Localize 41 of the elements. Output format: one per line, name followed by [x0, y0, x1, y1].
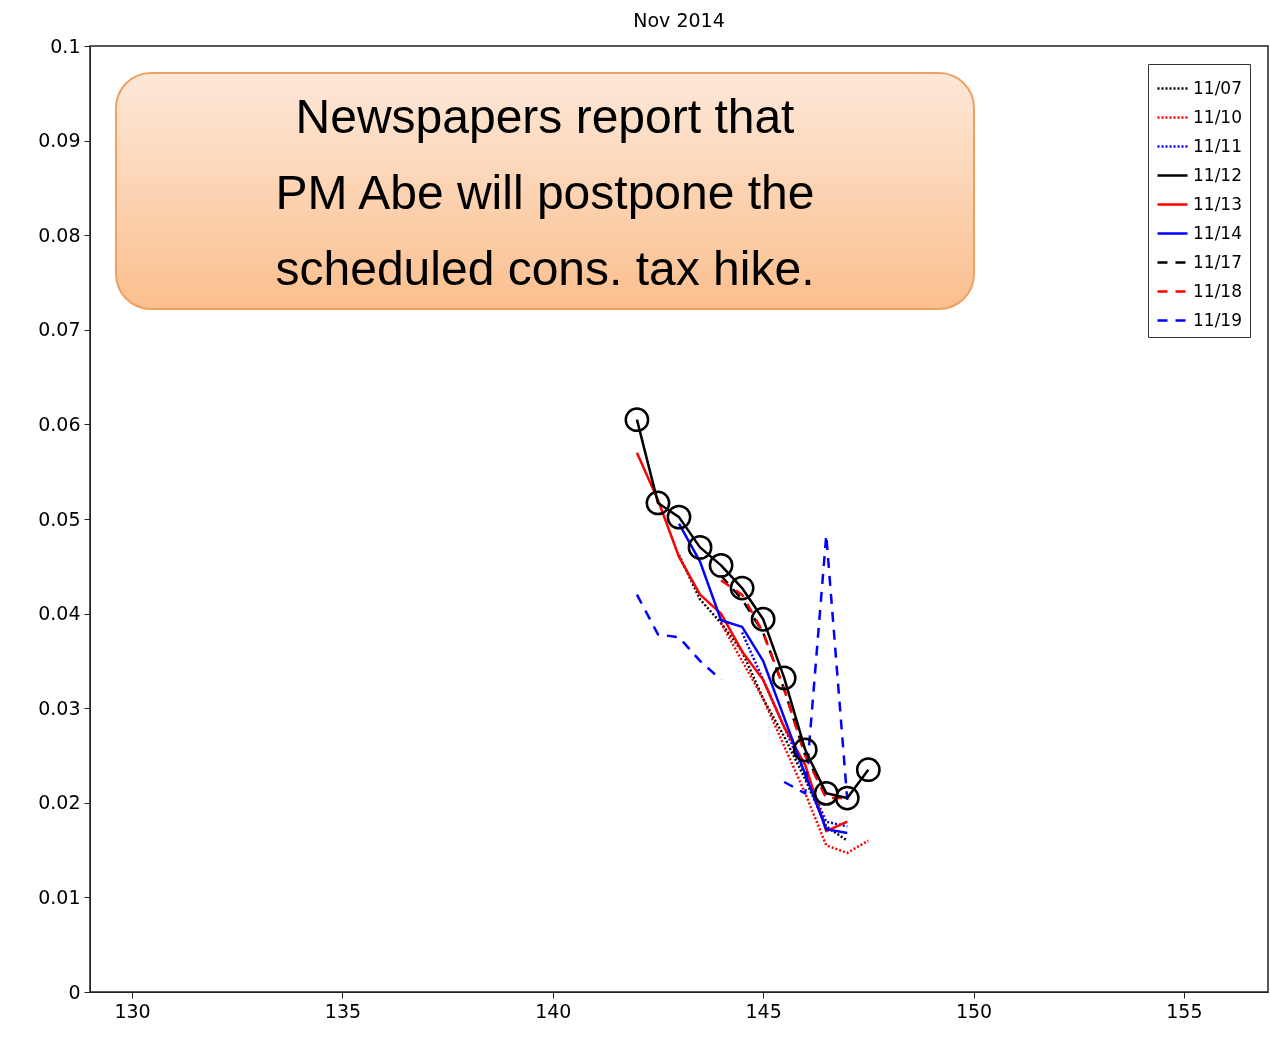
legend-label: 11/14: [1193, 222, 1242, 243]
y-tick-label: 0.04: [38, 602, 81, 625]
legend-label: 11/18: [1193, 280, 1242, 301]
y-tick-label: 0.08: [38, 223, 81, 246]
line-series: [719, 621, 870, 855]
x-tick-label: 155: [1166, 999, 1203, 1022]
y-tick-label: 0.1: [50, 34, 81, 57]
point: [729, 575, 755, 601]
annotation: Newspapers report that PM Abe will postpone the scheduled cons. tax hike.: [274, 89, 816, 297]
y-tick-label: 0.06: [38, 412, 81, 435]
legend-label: 11/07: [1193, 77, 1242, 98]
point: [708, 552, 734, 578]
legend-label: 11/11: [1193, 135, 1242, 156]
y-tick-label: 0.07: [38, 318, 81, 341]
y-tick-label: 0.05: [38, 507, 81, 530]
point: [624, 407, 650, 433]
legend-label: 11/13: [1193, 193, 1242, 214]
x-tick-label: 140: [535, 999, 572, 1022]
y-tick-label: 0.01: [38, 885, 81, 908]
point: [750, 606, 776, 632]
x-tick-label: 130: [114, 999, 151, 1022]
point: [771, 665, 797, 691]
point: [834, 785, 860, 811]
y-tick-label: 0.09: [38, 129, 81, 152]
point: [792, 737, 818, 763]
point: [813, 780, 839, 806]
x-tick-label: 145: [745, 999, 782, 1022]
y-tick-label: 0: [68, 980, 81, 1003]
x-tick-label: 135: [324, 999, 362, 1022]
y-tick-label: 0.02: [38, 791, 81, 814]
legend-label: 11/10: [1193, 106, 1242, 127]
legend-label: 11/17: [1193, 251, 1242, 272]
point: [645, 490, 671, 516]
x-tick-label: 150: [955, 999, 993, 1022]
point: [666, 504, 692, 530]
point: [855, 757, 881, 783]
legend-label: 11/12: [1193, 164, 1242, 185]
chart-title: Nov 2014: [633, 9, 725, 31]
point: [687, 534, 713, 560]
y-tick-label: 0.03: [38, 696, 81, 719]
legend-label: 11/19: [1193, 309, 1242, 330]
